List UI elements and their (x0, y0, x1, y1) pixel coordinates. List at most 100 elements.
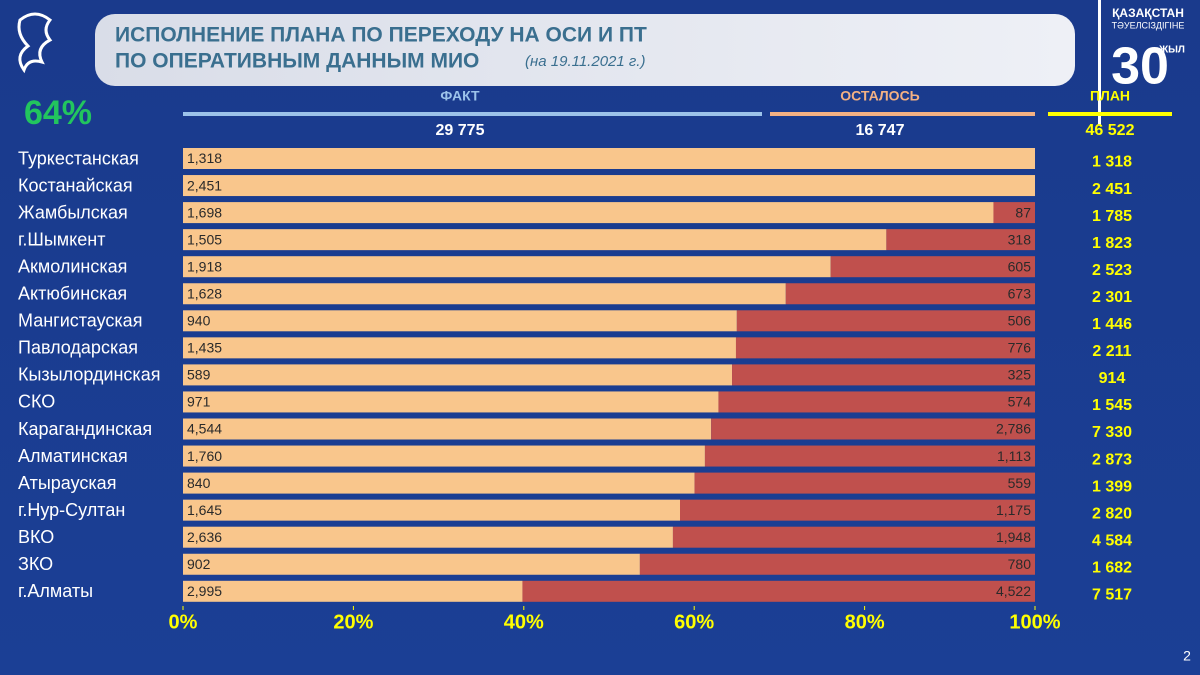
logo-text: ТӘУЕЛСІЗДІГІНЕ (1112, 20, 1185, 30)
bar-segment (704, 445, 1035, 467)
chart-title: ПО ОПЕРАТИВНЫМ ДАННЫМ МИО (115, 50, 479, 73)
value-label: 1,628 (187, 285, 222, 301)
bar-segment (183, 418, 712, 440)
plan-value: 2 211 (1092, 343, 1131, 360)
bar-segment (183, 499, 680, 521)
subtitle: (на 19.11.2021 г.) (525, 53, 645, 70)
header-line (183, 112, 762, 116)
value-label: 325 (1008, 367, 1032, 383)
value-label: 318 (1008, 231, 1032, 247)
value-label: 87 (1015, 204, 1031, 220)
value-label: 589 (187, 367, 211, 383)
bar-segment (183, 310, 737, 332)
plan-value: 1 823 (1092, 235, 1132, 252)
bar-segment (183, 283, 786, 305)
value-label: 1,435 (187, 340, 222, 356)
category-label: Кызылординская (18, 365, 160, 385)
value-label: 2,451 (187, 177, 222, 193)
value-label: 1,318 (187, 150, 222, 166)
bar-segment (672, 526, 1035, 548)
column-header: ОСТАЛОСЬ (840, 88, 920, 104)
x-tick-label: 80% (845, 611, 885, 633)
plan-value: 1 785 (1092, 208, 1132, 225)
plan-value: 1 545 (1092, 397, 1132, 414)
emblem (17, 12, 53, 74)
plan-value: 2 820 (1092, 505, 1132, 522)
category-label: Жамбылская (18, 202, 128, 222)
title-box (95, 14, 1075, 86)
bar-segment (993, 202, 1035, 224)
value-label: 2,995 (187, 583, 222, 599)
category-label: ЗКО (18, 554, 53, 574)
category-label: г.Нур-Султан (18, 500, 125, 520)
x-tick-label: 20% (333, 611, 373, 633)
column-total: 16 747 (856, 122, 905, 139)
value-label: 1,948 (996, 529, 1031, 545)
value-label: 1,918 (187, 258, 222, 274)
plan-value: 1 399 (1092, 478, 1132, 495)
x-tick-label: 0% (169, 611, 198, 633)
bar-segment (183, 391, 719, 413)
bar-segment (183, 229, 887, 251)
plan-value: 2 451 (1092, 181, 1132, 198)
category-label: Атырауская (18, 473, 116, 493)
x-tick-label: 60% (674, 611, 714, 633)
category-label: ВКО (18, 527, 54, 547)
bar-segment (639, 553, 1035, 575)
header-line (1048, 112, 1172, 116)
bar-segment (785, 283, 1035, 305)
chart-title: ИСПОЛНЕНИЕ ПЛАНА ПО ПЕРЕХОДУ НА ОСИ И ПТ (115, 24, 647, 47)
category-label: СКО (18, 392, 55, 412)
value-label: 971 (187, 394, 211, 410)
value-label: 1,698 (187, 204, 222, 220)
bar-segment (183, 337, 736, 359)
value-label: 559 (1008, 475, 1032, 491)
value-label: 840 (187, 475, 211, 491)
value-label: 902 (187, 556, 211, 572)
category-label: Павлодарская (18, 338, 138, 358)
value-label: 1,760 (187, 448, 222, 464)
category-label: Карагандинская (18, 419, 152, 439)
bar-segment (718, 391, 1035, 413)
plan-value: 2 523 (1092, 262, 1132, 279)
value-label: 1,645 (187, 502, 222, 518)
logo-divider (1098, 0, 1101, 125)
value-label: 2,636 (187, 529, 222, 545)
category-label: Туркестанская (18, 148, 139, 168)
category-label: Костанайская (18, 175, 133, 195)
page-number: 2 (1183, 648, 1191, 664)
bar-segment (735, 337, 1035, 359)
value-label: 780 (1008, 556, 1032, 572)
plan-value: 914 (1099, 370, 1126, 387)
category-label: Акмолинская (18, 256, 127, 276)
logo-number: 30 (1111, 38, 1169, 96)
logo-text: ҚАЗАҚСТАН (1112, 6, 1184, 20)
plan-value: 1 318 (1092, 154, 1132, 171)
bar-segment (711, 418, 1035, 440)
category-label: Алматинская (18, 446, 128, 466)
column-header: ПЛАН (1090, 88, 1130, 104)
value-label: 605 (1008, 258, 1032, 274)
bar-segment (183, 148, 1035, 169)
value-label: 1,113 (997, 448, 1031, 464)
bar-segment (183, 553, 640, 575)
plan-value: 2 873 (1092, 451, 1132, 468)
bar-segment (183, 445, 705, 467)
bar-segment (694, 472, 1035, 494)
bar-segment (183, 580, 523, 602)
value-label: 1,505 (187, 231, 222, 247)
bar-segment (183, 364, 733, 386)
value-label: 4,544 (187, 421, 222, 437)
logo-text: ЖЫЛ (1158, 45, 1185, 56)
value-label: 4,522 (996, 583, 1031, 599)
bar-segment (522, 580, 1035, 602)
value-label: 940 (187, 313, 211, 329)
plan-value: 7 517 (1092, 587, 1132, 604)
category-label: г.Алматы (18, 581, 93, 601)
plan-value: 2 301 (1092, 289, 1132, 306)
value-label: 506 (1008, 313, 1032, 329)
value-label: 673 (1008, 285, 1032, 301)
bar-segment (183, 202, 994, 224)
plan-value: 1 446 (1092, 316, 1132, 333)
